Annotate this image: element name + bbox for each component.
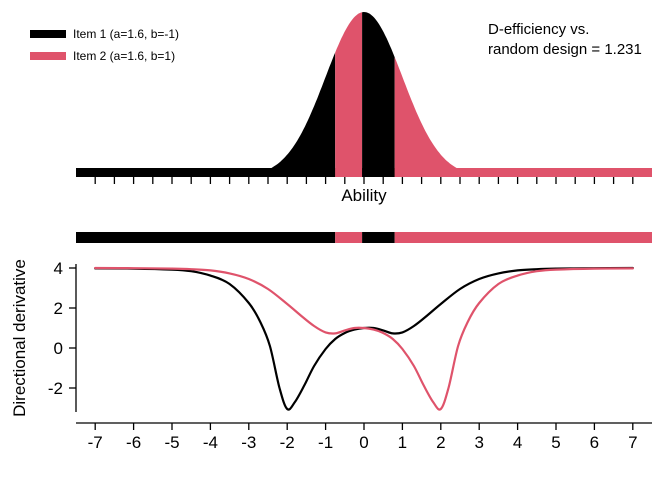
density-fill-segment: [76, 52, 336, 177]
x-axis-title-ability: Ability: [341, 186, 387, 205]
density-fill-segment: [335, 12, 363, 178]
design-strip-segment: [76, 232, 336, 243]
density-fill-segment: [394, 57, 652, 178]
x-tick-label: 2: [436, 433, 445, 452]
x-tick-label: -2: [280, 433, 295, 452]
legend-item-1: Item 1 (a=1.6, b=-1): [30, 23, 179, 45]
design-strip-segment: [335, 232, 363, 243]
legend-swatch-item2: [30, 52, 66, 60]
design-strip-segment: [362, 232, 395, 243]
legend-label-item2: Item 2 (a=1.6, b=1): [73, 49, 176, 63]
y-tick-label: -2: [48, 379, 63, 398]
legend-swatch-item1: [30, 30, 66, 38]
x-tick-label: 7: [628, 433, 637, 452]
annotation-line-1: D-efficiency vs.: [488, 21, 590, 38]
x-tick-label: -5: [164, 433, 179, 452]
x-tick-label: 0: [359, 433, 368, 452]
derivative-curve-item2: [94, 266, 634, 411]
d-efficiency-annotation: D-efficiency vs. random design = 1.231: [488, 20, 642, 60]
annotation-line-2: random design = 1.231: [488, 41, 642, 58]
x-tick-label: 5: [551, 433, 560, 452]
ability-axis-bar-segment: [394, 168, 652, 177]
y-tick-label: 0: [54, 339, 63, 358]
x-tick-label: -4: [203, 433, 218, 452]
x-tick-label: 3: [474, 433, 483, 452]
ability-axis-bar-segment: [76, 168, 336, 177]
y-tick-label: 4: [54, 259, 63, 278]
legend-item-2: Item 2 (a=1.6, b=1): [30, 45, 179, 67]
y-axis-title: Directional derivative: [10, 259, 29, 417]
x-tick-label: -3: [241, 433, 256, 452]
x-tick-label: -1: [318, 433, 333, 452]
legend-label-item1: Item 1 (a=1.6, b=-1): [73, 27, 180, 41]
density-fill-segment: [362, 12, 395, 177]
x-tick-label: -7: [88, 433, 103, 452]
y-tick-label: 2: [54, 299, 63, 318]
derivative-curve-item1: [94, 266, 634, 411]
x-tick-label: 4: [513, 433, 522, 452]
x-tick-label: 6: [590, 433, 599, 452]
legend: Item 1 (a=1.6, b=-1) Item 2 (a=1.6, b=1): [30, 23, 179, 67]
x-tick-label: 1: [398, 433, 407, 452]
x-tick-label: -6: [126, 433, 141, 452]
design-strip-segment: [394, 232, 652, 243]
